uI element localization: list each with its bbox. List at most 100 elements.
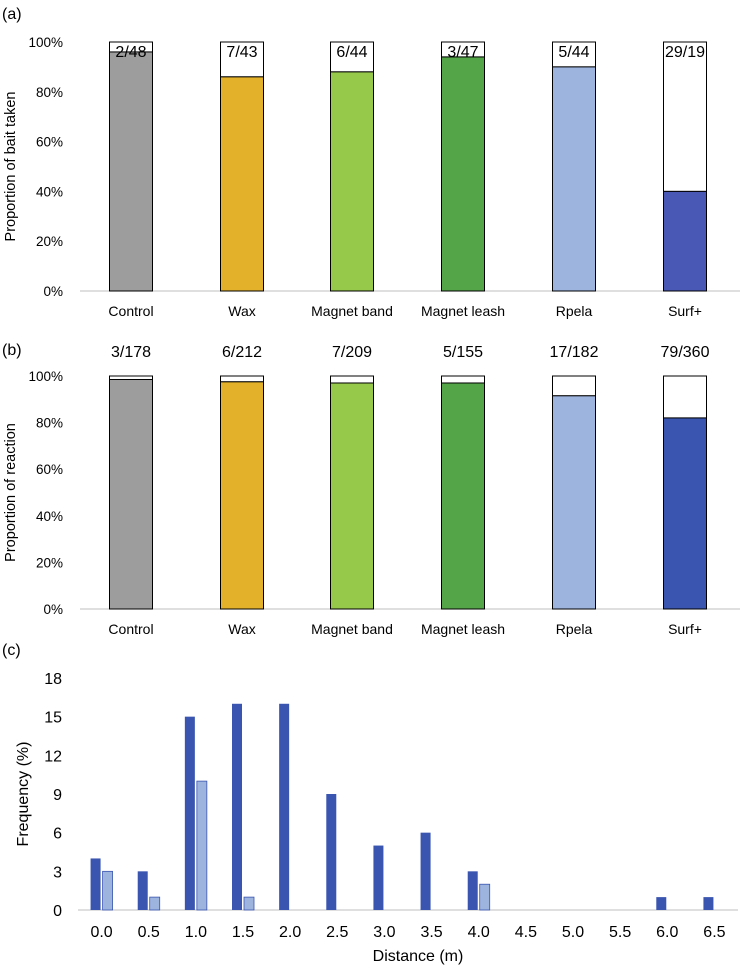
panel-a-ytick-label: 80%: [36, 85, 63, 100]
panel-b-bar-unfilled: [330, 375, 374, 384]
panel-c-tick-label: 0.5: [138, 924, 160, 941]
panel-b-ytick-label: 0%: [43, 602, 63, 617]
panel-c-tick-label: 5.0: [562, 924, 584, 941]
panel-b-y-axis-title: Proportion of reaction: [3, 423, 19, 562]
panel-b-category-label: Surf+: [668, 621, 702, 637]
panel-a-category-label: Control: [108, 303, 153, 319]
panel-a-count-label: 7/43: [226, 44, 257, 61]
panel-b-count-label: 3/178: [111, 344, 151, 361]
panel-a-bar-filled: [220, 76, 264, 292]
panel-c-bar-light: [243, 896, 255, 911]
panel-a-category-label: Surf+: [668, 303, 702, 319]
panel-b-category-label: Wax: [228, 621, 255, 637]
panel-c-tick-label: 1.5: [232, 924, 254, 941]
panel-c-tick-label: 5.5: [609, 924, 631, 941]
panel-c-bar-dark: [467, 871, 478, 910]
panel-a-bar-filled: [552, 66, 596, 292]
panel-c-bar-dark: [184, 716, 195, 910]
panel-a-ytick-label: 20%: [36, 234, 63, 249]
panel-b-category-label: Control: [108, 621, 153, 637]
panel-c-tick-label: 6.0: [656, 924, 678, 941]
panel-b-ytick-label: 20%: [36, 555, 63, 570]
panel-a-label: (a): [2, 6, 22, 23]
panel-b-ytick-label: 40%: [36, 509, 63, 524]
panel-a-count-label: 3/47: [447, 44, 478, 61]
panel-c-bar-dark: [656, 897, 667, 910]
panel-a-bar-filled: [109, 51, 153, 292]
panel-a-bar-filled: [330, 71, 374, 292]
panel-c-bar-dark: [703, 897, 714, 910]
panel-c-bar-dark: [326, 794, 337, 910]
panel-c-bar-light: [196, 780, 208, 911]
panel-c-ytick-label: 6: [53, 826, 62, 843]
panel-c-x-axis-title: Distance (m): [373, 948, 464, 965]
panel-b-count-label: 6/212: [222, 344, 262, 361]
panel-a-category-label: Magnet leash: [421, 303, 505, 319]
panel-c-tick-label: 0.0: [90, 924, 112, 941]
panel-b-ytick-label: 100%: [28, 369, 63, 384]
panel-b-category-label: Magnet leash: [421, 621, 505, 637]
panel-c-tick-label: 3.5: [420, 924, 442, 941]
panel-a-ytick-label: 40%: [36, 184, 63, 199]
panel-b-bar-unfilled: [109, 375, 153, 380]
panel-c-y-axis-title: Frequency (%): [15, 742, 32, 847]
panel-b-bar-filled: [109, 378, 153, 610]
panel-c-bar-dark: [279, 703, 290, 910]
panel-b-bar-filled: [663, 417, 707, 610]
panel-b-count-label: 5/155: [443, 344, 483, 361]
panel-a-ytick-label: 0%: [43, 284, 63, 299]
panel-c-ytick-label: 0: [53, 903, 62, 920]
panel-c-tick-label: 3.0: [373, 924, 395, 941]
panel-a-bar-filled: [663, 190, 707, 292]
panel-b-count-label: 17/182: [550, 344, 599, 361]
panel-a-y-axis-title: Proportion of bait taken: [3, 92, 19, 242]
panel-a-bar-filled: [441, 56, 485, 292]
panel-c-tick-label: 4.0: [468, 924, 490, 941]
panel-b-count-label: 79/360: [661, 344, 710, 361]
panel-a-bar-unfilled: [552, 41, 596, 68]
panel-c-label: (c): [2, 642, 21, 659]
panel-c-tick-label: 2.0: [279, 924, 301, 941]
panel-b-category-label: Rpela: [556, 621, 593, 637]
panel-a-count-label: 29/19: [665, 44, 705, 61]
panel-b-bar-filled: [552, 395, 596, 610]
panel-b-ytick-label: 80%: [36, 416, 63, 431]
panel-c-bar-light: [479, 883, 491, 911]
panel-b-bar-unfilled: [220, 375, 264, 383]
panel-c-ytick-label: 3: [53, 864, 62, 881]
panel-b-bar-filled: [441, 382, 485, 610]
panel-c-bar-dark: [232, 703, 242, 910]
panel-a-bar-unfilled: [663, 41, 707, 192]
panel-c-tick-label: 2.5: [326, 924, 348, 941]
panel-c-bar-light: [102, 870, 113, 911]
panel-c-ytick-label: 18: [44, 671, 62, 688]
panel-c-tick-label: 4.5: [515, 924, 537, 941]
panel-b-bar-filled: [330, 382, 374, 610]
panel-c-bar-dark: [373, 845, 384, 910]
panel-c-bar-dark: [137, 871, 148, 910]
panel-c-tick-label: 6.5: [703, 924, 725, 941]
panel-b-ytick-label: 60%: [36, 462, 63, 477]
panel-a-category-label: Wax: [228, 303, 255, 319]
panel-b-label: (b): [2, 342, 22, 359]
panel-a-count-label: 5/44: [558, 44, 589, 61]
panel-c-bar-light: [149, 896, 161, 911]
panel-b-bar-filled: [220, 381, 264, 610]
panel-c-ytick-label: 15: [44, 710, 62, 727]
panel-a-category-label: Rpela: [556, 303, 593, 319]
panel-b-bar-unfilled: [552, 375, 596, 397]
panel-c-tick-label: 1.0: [185, 924, 207, 941]
panel-b-category-label: Magnet band: [311, 621, 393, 637]
panel-a-ytick-label: 60%: [36, 135, 63, 150]
panel-a-bar-unfilled: [220, 41, 264, 78]
panel-c-bar-dark: [420, 832, 431, 910]
panel-b-bar-unfilled: [441, 375, 485, 384]
panel-c-ytick-label: 12: [44, 748, 62, 765]
panel-a-ytick-label: 100%: [28, 35, 63, 50]
panel-b-bar-unfilled: [663, 375, 707, 419]
panel-a-category-label: Magnet band: [311, 303, 393, 319]
panel-a-count-label: 2/48: [115, 44, 146, 61]
panel-c-ytick-label: 9: [53, 787, 62, 804]
panel-a-count-label: 6/44: [336, 44, 367, 61]
